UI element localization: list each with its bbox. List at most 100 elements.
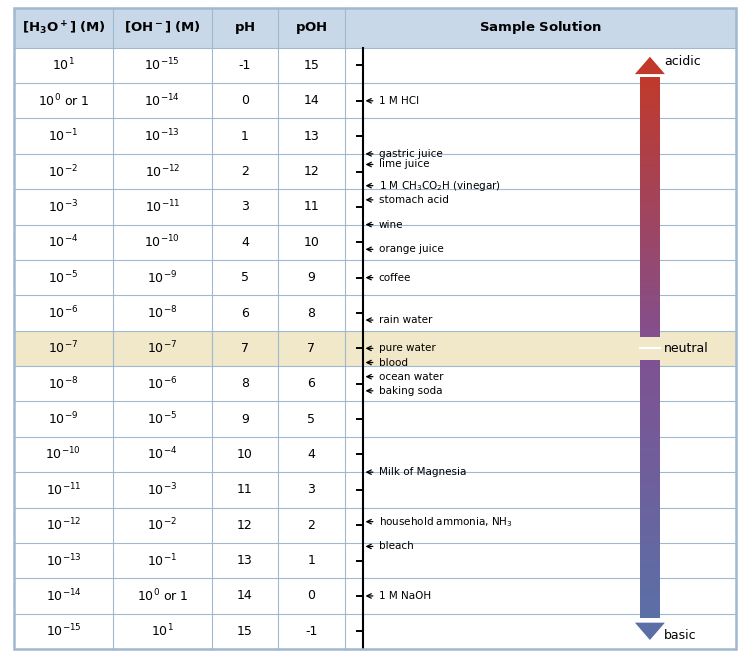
Bar [640,91,660,93]
Text: 4: 4 [241,236,249,249]
Bar [640,507,660,510]
Bar [640,290,660,292]
Bar [640,317,660,319]
Bar [640,101,660,102]
Bar [640,307,660,309]
Text: $10^{1}$: $10^{1}$ [151,623,174,640]
Text: 6: 6 [308,377,316,390]
Bar [640,589,660,591]
Bar [640,513,660,515]
Bar [640,106,660,108]
Bar [640,138,660,141]
Bar [640,127,660,129]
Bar [640,558,660,560]
Text: neutral: neutral [664,342,709,355]
Bar [640,241,660,243]
Bar [640,99,660,101]
Bar [640,601,660,603]
Bar [640,461,660,463]
Text: $10^{-3}$: $10^{-3}$ [48,198,79,215]
Bar [640,286,660,288]
Bar [640,279,660,281]
Bar [640,189,660,191]
Bar [640,284,660,286]
Bar [14,154,736,189]
Bar [640,164,660,166]
Bar [640,547,660,549]
Bar [640,227,660,229]
Bar [640,237,660,239]
Bar [640,603,660,605]
Bar [640,426,660,428]
Text: -1: -1 [305,625,318,638]
Bar [14,401,736,437]
Text: 7: 7 [241,342,249,355]
Bar [640,421,660,423]
Bar [640,504,660,506]
Bar [640,187,660,189]
Bar [640,614,660,616]
Text: basic: basic [664,629,697,641]
Bar [640,327,660,329]
Bar [640,205,660,207]
Bar [640,486,660,488]
Bar [640,606,660,608]
Bar [640,487,660,489]
Bar [640,242,660,245]
Bar [640,193,660,194]
Bar [640,570,660,573]
Bar [640,257,660,260]
Bar [640,565,660,567]
Bar [640,522,660,524]
Bar [640,270,660,272]
Bar [640,407,660,409]
Bar [640,397,660,399]
Text: 8: 8 [241,377,249,390]
Bar [640,479,660,481]
Text: $10^{-13}$: $10^{-13}$ [145,128,180,145]
Bar [640,223,660,225]
Bar [640,466,660,468]
Text: lime juice: lime juice [379,160,429,170]
Bar [640,569,660,571]
Bar [640,86,660,88]
Bar [640,311,660,313]
Bar [640,271,660,273]
Bar [640,594,660,596]
Bar [640,149,660,151]
Bar [640,315,660,317]
Text: 3: 3 [241,200,249,214]
Bar [640,459,660,461]
Text: $10^{-3}$: $10^{-3}$ [147,482,178,498]
Bar [640,536,660,539]
Bar [640,104,660,106]
Bar [640,574,660,576]
Bar [640,376,660,378]
Bar [640,528,660,530]
Bar [640,535,660,537]
Text: 1 M CH$_3$CO$_2$H (vinegar): 1 M CH$_3$CO$_2$H (vinegar) [379,179,501,193]
Bar [640,598,660,600]
Bar [640,378,660,380]
Bar [640,361,660,364]
Bar [14,225,736,260]
Bar [640,131,660,133]
Bar [640,156,660,158]
Bar [640,281,660,283]
Text: $10^{-6}$: $10^{-6}$ [147,375,178,392]
Text: 11: 11 [304,200,320,214]
Bar [640,181,660,183]
Bar [640,198,660,200]
Bar [640,84,660,86]
Bar [14,507,736,543]
Text: 13: 13 [237,554,253,567]
Text: 11: 11 [237,484,253,496]
Text: ocean water: ocean water [379,372,443,382]
Bar [640,295,660,297]
Bar [640,125,660,127]
Bar [640,300,660,302]
Bar [640,549,660,551]
Bar [640,277,660,279]
Bar [640,196,660,198]
Bar [640,499,660,501]
